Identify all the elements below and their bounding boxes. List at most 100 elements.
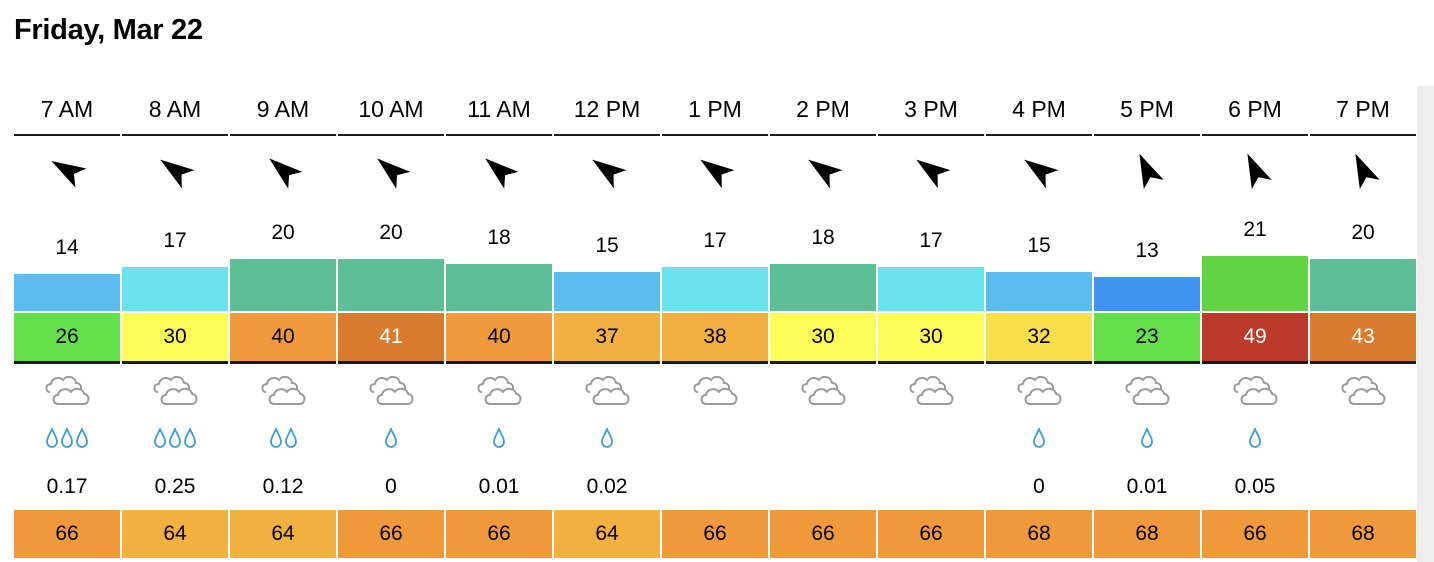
- wind-speed-value: 13: [1135, 239, 1159, 262]
- wind-direction-arrow-icon: [700, 159, 735, 189]
- wind-speed-value: 17: [703, 228, 727, 252]
- wind-speed-bar: [338, 258, 444, 311]
- section-divider: [878, 361, 984, 364]
- wind-speed-value: 15: [1027, 233, 1051, 257]
- wind-speed-bar: [230, 258, 336, 311]
- temperature-value: 66: [878, 510, 984, 558]
- wind-direction-arrow-icon: [485, 158, 519, 189]
- precipitation-amount: 0.17: [46, 475, 88, 498]
- section-divider: [230, 361, 336, 364]
- wind-gust-value: 43: [1310, 313, 1416, 361]
- temperature-value: 68: [986, 510, 1092, 558]
- hour-label: 1 PM: [688, 96, 742, 122]
- wind-speed-value: 20: [1351, 220, 1375, 244]
- hour-column: 7 PM 20 43 68: [1310, 0, 1416, 562]
- precipitation-amount: 0.05: [1234, 475, 1276, 498]
- wind-direction-arrow-icon: [160, 159, 195, 189]
- hour-underline: [122, 134, 228, 136]
- wind-direction-arrow-icon: [269, 158, 303, 189]
- temperature-value: 64: [122, 510, 228, 558]
- wind-speed-bar: [1202, 256, 1308, 311]
- cloudy-icon: [45, 375, 90, 405]
- hour-label: 7 PM: [1336, 96, 1390, 122]
- wind-speed-bar: [1094, 277, 1200, 311]
- precipitation-amount: 0.12: [262, 475, 304, 498]
- rain-intensity: [986, 428, 1092, 454]
- rain-intensity: [230, 428, 336, 454]
- temperature-value: 66: [446, 510, 552, 558]
- temperature-value: 68: [1310, 510, 1416, 558]
- section-divider: [554, 361, 660, 364]
- hour-underline: [230, 134, 336, 136]
- hour-label: 7 AM: [40, 96, 94, 122]
- hour-column: 3 PM 17 30 66: [878, 0, 984, 562]
- wind-direction-arrow-icon: [377, 158, 411, 189]
- wind-speed-bar: [554, 271, 660, 311]
- hour-column: 8 AM 17 30 0.25 64: [122, 0, 228, 562]
- wind-gust-value: 32: [986, 313, 1092, 361]
- cloudy-icon: [153, 375, 198, 405]
- wind-speed-bar: [878, 266, 984, 311]
- wind-direction-arrow-icon: [51, 161, 87, 188]
- raindrop-icon: [76, 428, 88, 448]
- rain-intensity: [878, 428, 984, 454]
- cloudy-icon: [1017, 375, 1062, 405]
- wind-gust-value: 41: [338, 313, 444, 361]
- hour-label: 3 PM: [904, 96, 958, 122]
- wind-speed-value: 17: [919, 228, 943, 252]
- hour-label: 8 AM: [148, 96, 202, 122]
- cloudy-icon: [261, 375, 306, 405]
- wind-speed-bar: [770, 264, 876, 311]
- hour-label: 6 PM: [1228, 96, 1282, 122]
- raindrop-icon: [154, 428, 166, 448]
- wind-speed-value: 18: [811, 226, 835, 249]
- temperature-value: 66: [338, 510, 444, 558]
- wind-gust-value: 38: [662, 313, 768, 361]
- hour-label: 2 PM: [796, 96, 850, 122]
- hour-underline: [1094, 134, 1200, 136]
- wind-speed-value: 17: [163, 228, 187, 252]
- horizontal-scroll-region[interactable]: [1417, 86, 1434, 562]
- day-title: Friday, Mar 22: [14, 14, 203, 46]
- raindrop-icon: [1249, 428, 1261, 448]
- temperature-value: 64: [230, 510, 336, 558]
- rain-intensity: [1094, 428, 1200, 454]
- wind-speed-bar: [662, 266, 768, 311]
- rain-intensity: [662, 428, 768, 454]
- rain-intensity: [554, 428, 660, 454]
- section-divider: [338, 361, 444, 364]
- hour-label: 5 PM: [1120, 96, 1174, 122]
- raindrop-icon: [493, 428, 505, 448]
- wind-speed-bar: [986, 271, 1092, 311]
- hour-label: 9 AM: [256, 96, 310, 122]
- raindrop-icon: [184, 428, 196, 448]
- section-divider: [986, 361, 1092, 364]
- hour-underline: [878, 134, 984, 136]
- cloudy-icon: [585, 375, 630, 405]
- hour-label: 11 AM: [467, 96, 531, 122]
- hour-column: 10 AM 20 41 0 66: [338, 0, 444, 562]
- precipitation-amount: 0: [385, 475, 397, 498]
- temperature-value: 66: [14, 510, 120, 558]
- cloudy-icon: [801, 375, 846, 405]
- wind-speed-value: 20: [379, 220, 403, 244]
- cloudy-icon: [1341, 375, 1386, 405]
- hour-underline: [986, 134, 1092, 136]
- raindrop-icon: [284, 428, 297, 448]
- wind-gust-value: 40: [446, 313, 552, 361]
- hour-column: 9 AM 20 40 0.12 64: [230, 0, 336, 562]
- hour-column: 7 AM 14 26 0.17 66: [14, 0, 120, 562]
- rain-intensity: [338, 428, 444, 454]
- cloudy-icon: [477, 375, 522, 405]
- cloudy-icon: [1233, 375, 1278, 405]
- hour-column: 1 PM 17 38 66: [662, 0, 768, 562]
- wind-gust-value: 30: [878, 313, 984, 361]
- wind-direction-arrow-icon: [808, 159, 843, 189]
- wind-speed-value: 14: [55, 236, 79, 260]
- section-divider: [1202, 361, 1308, 364]
- rain-intensity: [446, 428, 552, 454]
- raindrop-icon: [1033, 428, 1045, 448]
- temperature-value: 66: [770, 510, 876, 558]
- hour-underline: [1310, 134, 1416, 136]
- hour-column: 4 PM 15 32 0 68: [986, 0, 1092, 562]
